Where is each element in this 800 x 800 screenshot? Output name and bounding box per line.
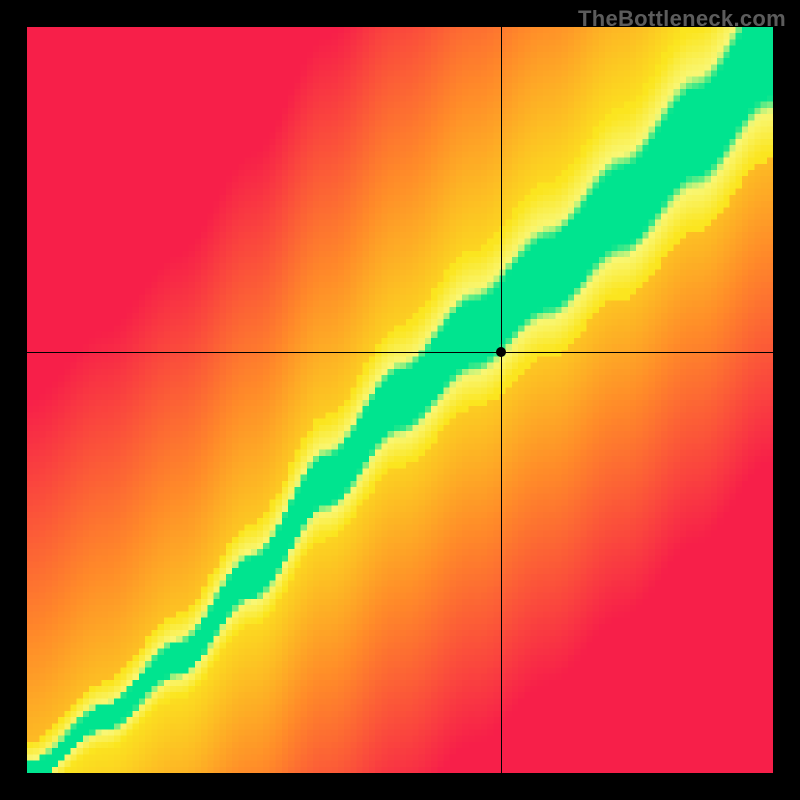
heatmap-canvas bbox=[27, 27, 773, 773]
watermark-text: TheBottleneck.com bbox=[578, 6, 786, 32]
crosshair-vertical bbox=[501, 27, 502, 773]
crosshair-horizontal bbox=[27, 352, 773, 353]
marker-dot bbox=[496, 347, 506, 357]
container: TheBottleneck.com bbox=[0, 0, 800, 800]
